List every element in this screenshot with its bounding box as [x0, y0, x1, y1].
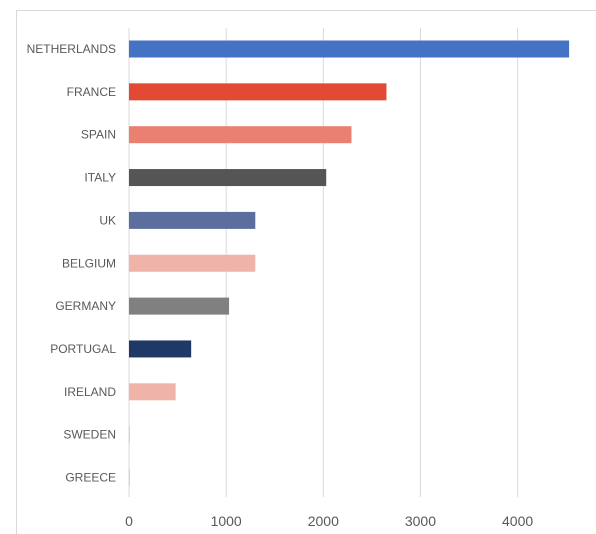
x-tick-label: 2000 [308, 513, 339, 529]
x-tick-label: 3000 [405, 513, 436, 529]
bar-ireland [129, 383, 176, 401]
category-label-france: FRANCE [67, 85, 116, 99]
category-label-layer: NETHERLANDS FRANCE SPAIN ITALY UK BELGIUM GERM… [27, 42, 117, 485]
chart-border-top [16, 10, 596, 11]
bar-greece [129, 469, 130, 486]
category-label-greece: GREECE [65, 471, 116, 485]
x-tick-label: 1000 [211, 513, 242, 529]
x-tick-label: 4000 [502, 513, 533, 529]
category-label-ireland: IRELAND [64, 385, 116, 399]
bar-germany [129, 297, 230, 315]
category-label-sweden: SWEDEN [63, 428, 116, 442]
category-label-portugal: PORTUGAL [50, 342, 116, 356]
bar-portugal [129, 340, 192, 358]
category-label-belgium: BELGIUM [62, 256, 116, 270]
category-label-germany: GERMANY [55, 299, 116, 313]
x-tick-label-layer: 0 1000 2000 3000 4000 [125, 513, 533, 529]
category-label-netherlands: NETHERLANDS [27, 42, 116, 56]
bar-sweden [129, 426, 130, 444]
bar-france [129, 83, 387, 101]
bar-uk [129, 211, 256, 229]
bar-belgium [129, 254, 256, 272]
category-label-italy: ITALY [84, 171, 116, 185]
x-tick-label: 0 [125, 513, 133, 529]
chart-border-left [16, 10, 17, 534]
category-label-spain: SPAIN [81, 128, 116, 142]
bar-spain [129, 126, 352, 144]
bar-layer [129, 40, 570, 486]
bar-netherlands [129, 40, 570, 58]
category-label-uk: UK [99, 213, 116, 227]
bar-italy [129, 169, 327, 187]
